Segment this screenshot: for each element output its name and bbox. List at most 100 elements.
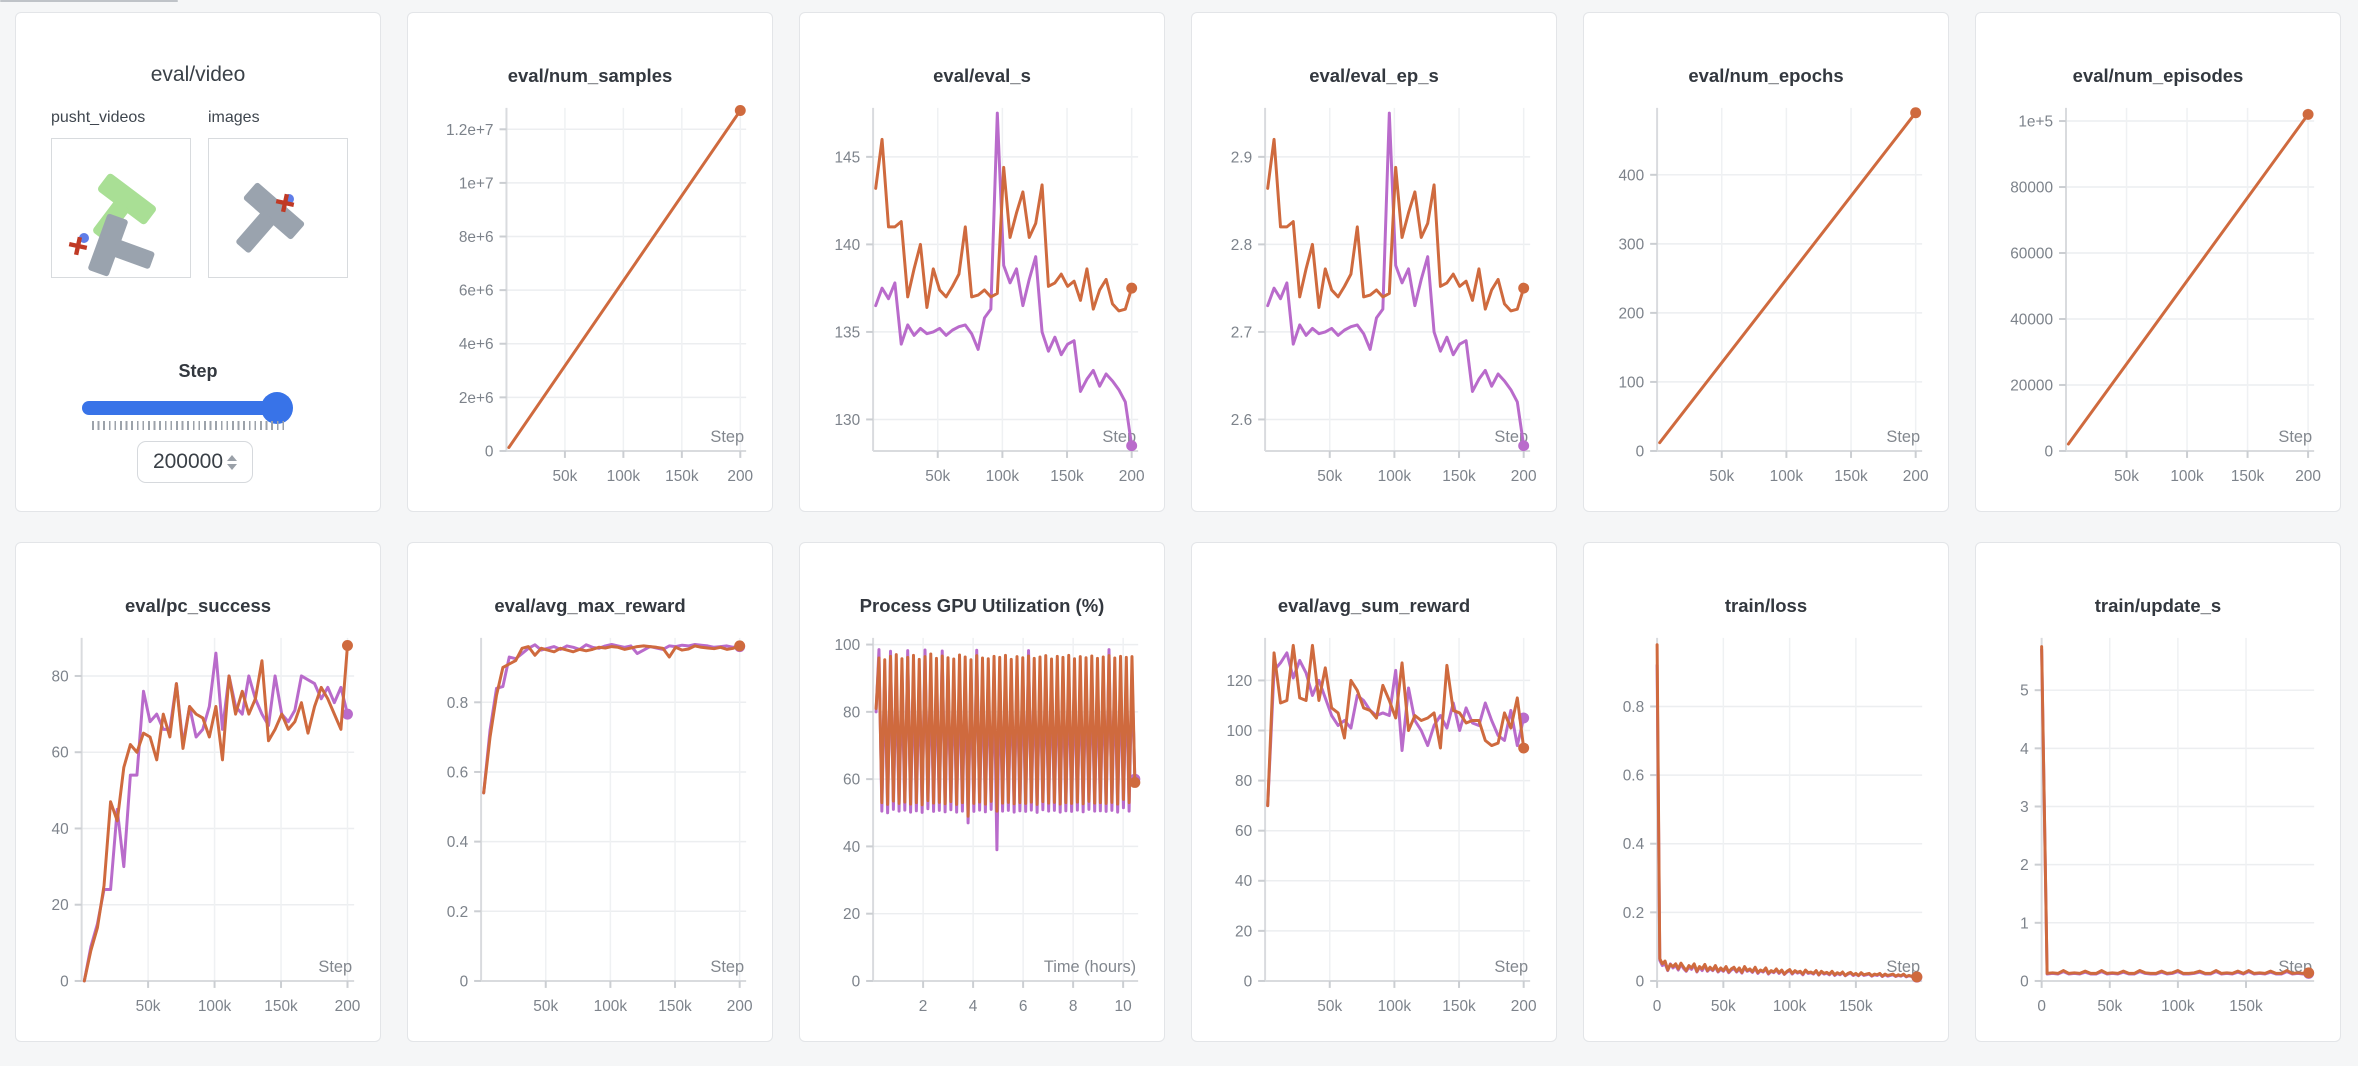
svg-text:150k: 150k — [658, 998, 692, 1015]
panel-eval-avg-max-reward: eval/avg_max_reward 0 0.2 0.4 0.6 0.8 50k 100k… — [407, 542, 773, 1042]
panel-eval-num-epochs: eval/num_epochs 0 100 200 300 400 50k 100k 150k… — [1583, 12, 1949, 512]
svg-text:0.8: 0.8 — [1623, 699, 1644, 716]
svg-text:4: 4 — [969, 998, 978, 1015]
svg-text:5: 5 — [2020, 683, 2029, 700]
panel-train-loss: train/loss 0 0.2 0.4 0.6 0.8 0 50k 100k 150k Step — [1583, 542, 1949, 1042]
svg-text:50k: 50k — [552, 468, 577, 485]
svg-text:Step: Step — [1494, 428, 1528, 446]
svg-text:80: 80 — [52, 668, 69, 685]
svg-text:6e+6: 6e+6 — [459, 283, 494, 300]
step-value-input[interactable]: 200000 — [137, 441, 253, 483]
panel-eval-video: eval/video pusht_videos images — [15, 12, 381, 512]
chart-title: train/update_s — [2094, 595, 2222, 616]
svg-text:200: 200 — [2295, 468, 2321, 485]
svg-text:200: 200 — [727, 468, 753, 485]
chart-canvas[interactable]: 0 20 40 60 80 100 2 4 6 8 10 Time (hours) — [800, 543, 1164, 1041]
media-label-pusht-videos: pusht_videos — [51, 109, 146, 126]
stepper-arrows[interactable] — [227, 454, 238, 470]
svg-text:2.9: 2.9 — [1231, 149, 1252, 166]
svg-text:0: 0 — [852, 973, 861, 990]
chart-canvas[interactable]: 0 0.2 0.4 0.6 0.8 0 50k 100k 150k Step — [1584, 543, 1948, 1041]
step-down-icon[interactable] — [227, 463, 238, 470]
svg-text:150k: 150k — [1442, 468, 1476, 485]
step-slider-track[interactable] — [82, 401, 292, 415]
svg-text:0.6: 0.6 — [1623, 768, 1644, 785]
svg-text:0: 0 — [60, 973, 69, 990]
panel-title: eval/video — [150, 63, 246, 86]
chart-canvas[interactable]: 0 20 40 60 80 100 120 50k 100k 150k 200 Step — [1192, 543, 1556, 1041]
chart-canvas[interactable]: 0 20 40 60 80 50k 100k 150k 200 Step — [16, 543, 380, 1041]
svg-text:100k: 100k — [198, 998, 232, 1015]
svg-text:0: 0 — [2044, 443, 2053, 460]
svg-text:120: 120 — [1226, 673, 1252, 690]
svg-text:130: 130 — [834, 412, 860, 429]
svg-text:0: 0 — [1636, 973, 1645, 990]
svg-text:20: 20 — [52, 897, 69, 914]
video-thumbnail-images[interactable] — [208, 138, 348, 278]
chart-title: eval/eval_ep_s — [1309, 65, 1439, 86]
svg-text:40: 40 — [1235, 873, 1252, 890]
panel-eval-avg-sum-reward: eval/avg_sum_reward 0 20 40 60 80 100 120 50k 10… — [1191, 542, 1557, 1042]
svg-text:0.6: 0.6 — [447, 764, 468, 781]
svg-text:150k: 150k — [1442, 998, 1476, 1015]
svg-text:Step: Step — [1886, 958, 1920, 976]
svg-text:4e+6: 4e+6 — [459, 336, 494, 353]
svg-text:0.4: 0.4 — [447, 834, 469, 851]
chart-title: eval/eval_s — [933, 65, 1031, 86]
svg-text:Step: Step — [2278, 428, 2312, 446]
step-up-icon[interactable] — [227, 454, 238, 461]
svg-text:50k: 50k — [1317, 998, 1342, 1015]
svg-text:50k: 50k — [2097, 998, 2122, 1015]
panel-eval-eval-s: eval/eval_s 130 135 140 145 50k 100k 150k 200 St… — [799, 12, 1165, 512]
svg-text:1e+7: 1e+7 — [459, 175, 494, 192]
chart-canvas[interactable]: 130 135 140 145 50k 100k 150k 200 Step — [800, 13, 1164, 511]
svg-text:200: 200 — [335, 998, 361, 1015]
chart-canvas[interactable]: 0 0.2 0.4 0.6 0.8 50k 100k 150k 200 Step — [408, 543, 772, 1041]
panel-eval-num-samples: eval/num_samples 0 2e+6 4e+6 6e+6 8e+6 1e+7 1.… — [407, 12, 773, 512]
svg-text:80: 80 — [843, 704, 860, 721]
chart-title: Process GPU Utilization (%) — [859, 595, 1105, 616]
step-slider-thumb[interactable] — [261, 392, 293, 424]
svg-text:60: 60 — [843, 772, 860, 789]
svg-text:0.2: 0.2 — [447, 904, 468, 921]
svg-text:20: 20 — [843, 906, 860, 923]
svg-text:100: 100 — [834, 637, 860, 654]
svg-text:200: 200 — [727, 998, 753, 1015]
chart-canvas[interactable]: 2.6 2.7 2.8 2.9 50k 100k 150k 200 Step — [1192, 13, 1556, 511]
svg-text:150k: 150k — [264, 998, 298, 1015]
svg-text:2e+6: 2e+6 — [459, 390, 494, 407]
svg-text:100k: 100k — [2170, 468, 2204, 485]
chart-canvas[interactable]: 0 2e+6 4e+6 6e+6 8e+6 1e+7 1.2e+7 50k 100k 150k 20… — [408, 13, 772, 511]
step-slider-tick-ruler — [92, 421, 288, 430]
chart-canvas[interactable]: 0 20000 40000 60000 80000 1e+5 50k 100k 150k 200 S… — [1976, 13, 2340, 511]
goal-cross-icon — [68, 236, 88, 256]
svg-text:20000: 20000 — [2010, 377, 2053, 394]
cropped-panel-edge — [0, 0, 178, 2]
svg-text:60000: 60000 — [2010, 245, 2053, 262]
svg-text:145: 145 — [834, 149, 860, 166]
svg-text:50k: 50k — [533, 998, 558, 1015]
svg-text:200: 200 — [1903, 468, 1929, 485]
svg-text:0.4: 0.4 — [1623, 836, 1645, 853]
svg-text:100k: 100k — [1773, 998, 1807, 1015]
svg-text:50k: 50k — [2114, 468, 2139, 485]
svg-text:100k: 100k — [1770, 468, 1804, 485]
svg-text:8e+6: 8e+6 — [459, 229, 494, 246]
svg-text:10: 10 — [1115, 998, 1132, 1015]
video-thumbnail-pusht[interactable] — [51, 138, 191, 278]
chart-canvas[interactable]: 0 100 200 300 400 50k 100k 150k 200 Step — [1584, 13, 1948, 511]
svg-text:100k: 100k — [607, 468, 641, 485]
svg-text:40: 40 — [843, 839, 860, 856]
svg-text:6: 6 — [1019, 998, 1028, 1015]
svg-text:50k: 50k — [136, 998, 161, 1015]
svg-text:50k: 50k — [1711, 998, 1736, 1015]
svg-text:300: 300 — [1618, 236, 1644, 253]
svg-text:0: 0 — [1636, 443, 1645, 460]
svg-text:0: 0 — [485, 443, 494, 460]
svg-text:0.8: 0.8 — [447, 695, 468, 712]
svg-text:100k: 100k — [986, 468, 1020, 485]
svg-text:150k: 150k — [1834, 468, 1868, 485]
step-value[interactable]: 200000 — [152, 450, 224, 473]
